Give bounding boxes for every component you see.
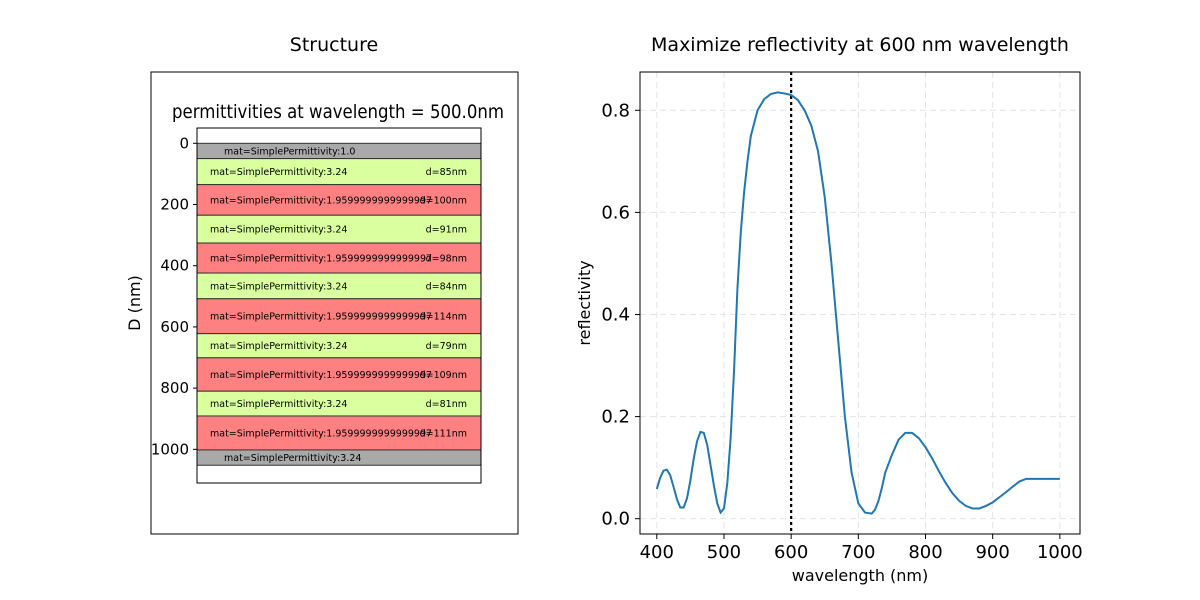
structure-layer: mat=SimplePermittivity:1.959999999999999…	[196, 357, 482, 392]
structure-y-ticks: 0 200 400 600 800 1000	[151, 134, 197, 458]
structure-frame	[150, 71, 519, 535]
y-tick-label: 0.4	[601, 304, 630, 325]
chart-x-ticks: 400 500 600 700 800 900 1000	[640, 534, 1083, 563]
structure-y-tick-label: 1000	[151, 440, 189, 458]
structure-y-tick-label: 0	[179, 134, 189, 152]
chart-grid	[640, 72, 1080, 534]
structure-layer: mat=SimplePermittivity:3.24 d=79nm	[196, 333, 482, 359]
structure-layer: mat=SimplePermittivity:1.959999999999999…	[196, 298, 482, 335]
chart-title: Maximize reflectivity at 600 nm waveleng…	[651, 34, 1069, 56]
structure-layer: mat=SimplePermittivity:1.959999999999999…	[196, 415, 482, 451]
layer-material-label: mat=SimplePermittivity:3.24	[210, 399, 347, 410]
structure-layer: mat=SimplePermittivity:3.24 d=84nm	[196, 272, 482, 300]
layer-material-label: mat=SimplePermittivity:3.24	[210, 225, 347, 236]
structure-axes-box	[196, 127, 482, 484]
y-tick-label: 0.0	[601, 509, 630, 530]
layer-thickness-label: d=114nm	[420, 312, 467, 323]
y-tick-label: 0.8	[601, 100, 630, 121]
x-tick-label: 500	[707, 542, 741, 563]
x-tick-label: 600	[774, 542, 808, 563]
layer-rect	[196, 272, 482, 300]
structure-layer: mat=SimplePermittivity:3.24	[196, 449, 482, 466]
layer-material-label: mat=SimplePermittivity:1.959999999999999…	[210, 254, 432, 265]
layer-rect	[196, 298, 482, 335]
layer-thickness-label: d=79nm	[426, 341, 467, 352]
layer-rect	[196, 333, 482, 359]
x-tick-label: 400	[640, 542, 674, 563]
layer-thickness-label: d=100nm	[420, 195, 467, 206]
structure-layer: mat=SimplePermittivity:3.24 d=91nm	[196, 214, 482, 244]
layer-thickness-label: d=91nm	[426, 225, 467, 236]
structure-layers: mat=SimplePermittivity:1.0mat=SimplePerm…	[196, 142, 482, 466]
chart-y-label: reflectivity	[575, 260, 594, 345]
layer-rect	[196, 415, 482, 451]
layer-material-label: mat=SimplePermittivity:1.959999999999999…	[210, 370, 432, 381]
layer-material-label: mat=SimplePermittivity:3.24	[210, 341, 347, 352]
x-tick-label: 700	[841, 542, 875, 563]
layer-thickness-label: d=98nm	[426, 254, 467, 265]
structure-layer: mat=SimplePermittivity:3.24 d=81nm	[196, 390, 482, 417]
chart-axes-box	[639, 71, 1081, 535]
layer-material-label: mat=SimplePermittivity:1.959999999999999…	[210, 195, 432, 206]
structure-layer: mat=SimplePermittivity:1.959999999999999…	[196, 242, 482, 274]
structure-panel-title: Structure	[290, 34, 378, 56]
layer-material-label: mat=SimplePermittivity:1.959999999999999…	[210, 428, 432, 439]
layer-rect	[196, 390, 482, 417]
structure-y-tick-label: 200	[160, 196, 189, 214]
reflectivity-series-line	[655, 91, 1060, 515]
x-tick-label: 800	[908, 542, 942, 563]
structure-y-tick-label: 800	[160, 379, 189, 397]
chart-y-ticks: 0.0 0.2 0.4 0.6 0.8	[601, 100, 640, 530]
structure-y-tick-label: 400	[160, 257, 189, 275]
chart-x-label: wavelength (nm)	[792, 566, 929, 585]
structure-y-label: D (nm)	[125, 275, 144, 331]
x-tick-label: 900	[975, 542, 1009, 563]
layer-rect	[196, 214, 482, 244]
layer-thickness-label: d=85nm	[426, 167, 467, 178]
structure-layer: mat=SimplePermittivity:3.24 d=85nm	[196, 158, 482, 186]
layer-thickness-label: d=81nm	[426, 399, 467, 410]
structure-inner-title: permittivities at wavelength = 500.0nm	[172, 101, 504, 123]
layer-thickness-label: d=109nm	[420, 370, 467, 381]
structure-layer: mat=SimplePermittivity:1.959999999999999…	[196, 184, 482, 216]
layer-material-label: mat=SimplePermittivity:1.0	[224, 146, 355, 157]
layer-material-label: mat=SimplePermittivity:3.24	[224, 453, 361, 464]
y-tick-label: 0.2	[601, 407, 630, 428]
layer-rect	[196, 242, 482, 274]
layer-material-label: mat=SimplePermittivity:3.24	[210, 167, 347, 178]
layer-material-label: mat=SimplePermittivity:1.959999999999999…	[210, 312, 432, 323]
structure-layer: mat=SimplePermittivity:1.0	[196, 142, 482, 160]
layer-thickness-label: d=111nm	[420, 428, 467, 439]
layer-material-label: mat=SimplePermittivity:3.24	[210, 281, 347, 292]
x-tick-label: 1000	[1037, 542, 1083, 563]
y-tick-label: 0.6	[601, 202, 630, 223]
structure-y-tick-label: 600	[160, 318, 189, 336]
layer-thickness-label: d=84nm	[426, 281, 467, 292]
